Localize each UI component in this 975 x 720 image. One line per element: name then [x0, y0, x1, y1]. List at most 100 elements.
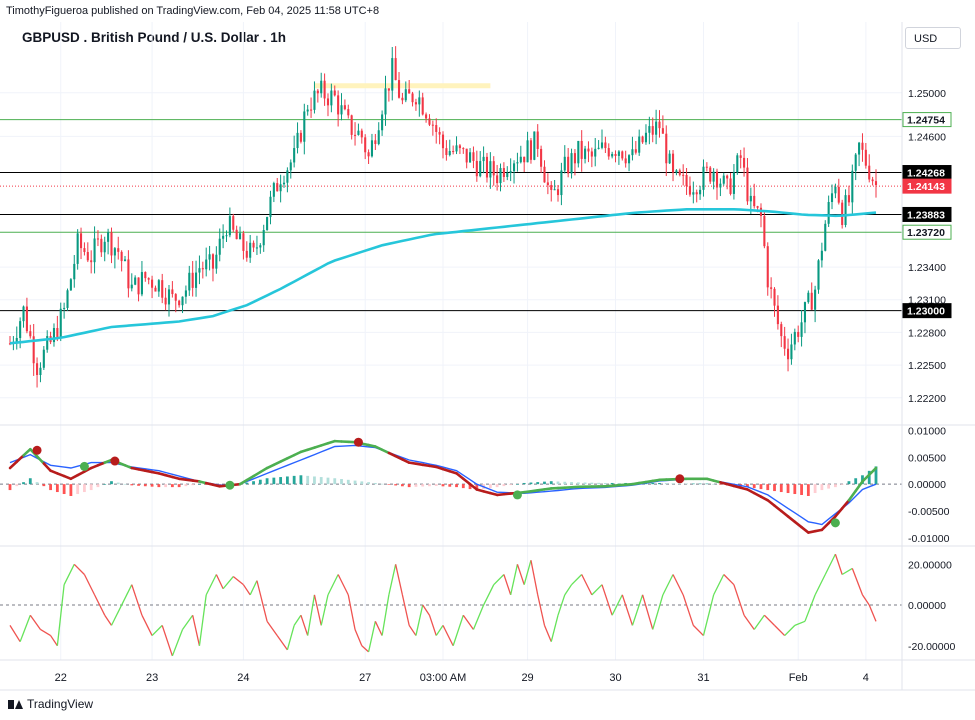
candle-body — [25, 306, 28, 332]
macd-histogram-bar — [414, 484, 418, 487]
candle-body — [797, 331, 800, 337]
osc-line-segment — [9, 625, 21, 643]
osc-line-segment — [868, 604, 877, 622]
x-tick-label: 03:00 AM — [420, 672, 466, 684]
candle-body — [313, 90, 316, 110]
level-labels: 1.250001.246001.234001.231001.228001.225… — [902, 88, 955, 653]
candle-body — [130, 284, 133, 289]
osc-line-segment — [327, 574, 339, 596]
candle-body — [441, 134, 445, 149]
osc-line-segment — [537, 594, 546, 626]
osc-line-segment — [841, 567, 853, 576]
price-tick-label: 1.24600 — [908, 131, 946, 143]
osc-line-segment — [415, 604, 424, 636]
osc-line-segment — [249, 580, 258, 596]
x-tick-label: Feb — [789, 672, 808, 684]
macd-histogram-bar — [55, 484, 59, 493]
osc-line-segment — [354, 629, 363, 646]
osc-line-segment — [151, 624, 163, 637]
osc-line-segment — [313, 594, 322, 626]
candle-body — [171, 289, 174, 295]
osc-line-segment — [814, 574, 826, 596]
candle-body — [780, 324, 783, 337]
osc-line-segment — [510, 564, 519, 595]
candle-body — [381, 114, 384, 131]
osc-line-segment — [110, 604, 123, 626]
macd-line-segment — [847, 489, 858, 502]
osc-line-segment — [161, 625, 173, 657]
candle-body — [266, 217, 269, 231]
macd-line-segment — [35, 455, 46, 465]
candle-body — [140, 272, 143, 295]
macd-histogram-bar — [28, 478, 32, 485]
macd-histogram-bar — [698, 483, 702, 485]
macd-histogram-bar — [252, 481, 255, 485]
candle-body — [546, 182, 549, 186]
candle-body — [384, 88, 387, 115]
candle-body — [32, 336, 35, 364]
currency-button[interactable]: USD — [905, 27, 961, 49]
candle-body — [286, 170, 289, 183]
macd-histogram-bar — [69, 484, 73, 496]
osc-line-segment — [581, 574, 593, 596]
candle-body — [357, 130, 360, 135]
osc-line-segment — [662, 574, 674, 596]
candle-body — [783, 336, 786, 349]
osc-line-segment — [367, 621, 376, 652]
macd-histogram-bar — [62, 484, 66, 495]
macd-line-segment — [867, 466, 878, 477]
macd-histogram-bar — [258, 479, 262, 485]
macd-histogram-bar — [353, 480, 357, 485]
macd-histogram-bar — [333, 478, 337, 485]
candle-body — [678, 170, 681, 175]
macd-histogram-bar — [340, 479, 343, 485]
candle-body — [638, 136, 641, 153]
x-tick-labels: 22 23 24 27 03:00 AM 29 30 31 Feb 4 — [55, 672, 869, 684]
macd-histogram-bar — [434, 484, 438, 486]
candle-body — [509, 171, 512, 173]
oscillator-panel — [0, 553, 902, 657]
candle-body — [621, 151, 624, 159]
candle-body — [370, 140, 374, 157]
macd-line-segment — [468, 482, 479, 491]
symbol-title[interactable]: GBPUSD . British Pound / U.S. Dollar . 1… — [22, 30, 287, 45]
candle-body — [719, 183, 722, 188]
macd-cross-marker — [512, 490, 522, 500]
macd-line-segment — [820, 521, 830, 532]
candle-body — [110, 232, 113, 256]
candle-body — [841, 202, 844, 225]
osc-line-segment — [571, 574, 583, 586]
macd-histogram-bar — [184, 484, 188, 487]
x-tick-label: 24 — [237, 672, 249, 684]
candle-body — [289, 162, 292, 171]
candle-body — [644, 132, 648, 143]
footer-brand[interactable]: TradingView — [8, 697, 93, 711]
candle-body — [715, 171, 719, 188]
candle-body — [282, 182, 286, 185]
osc-line-segment — [804, 594, 816, 622]
candle-body — [245, 250, 248, 258]
macd-histogram-bar — [522, 482, 526, 485]
macd-histogram-bar — [488, 484, 492, 489]
candle-body — [404, 89, 407, 101]
candle-body — [333, 90, 336, 96]
macd-histogram-bar — [96, 484, 100, 488]
candle-body — [770, 287, 773, 289]
osc-line-segment — [621, 594, 634, 626]
candle-body — [337, 95, 340, 115]
osc-line-segment — [215, 574, 224, 590]
candle-body — [726, 175, 729, 179]
macd-histogram-bar — [570, 482, 573, 485]
osc-line-segment — [408, 625, 417, 636]
price-tick-label: 1.22200 — [908, 393, 946, 405]
candle-body — [326, 98, 330, 106]
macd-line-segment — [861, 473, 871, 483]
candle-body — [861, 142, 864, 150]
macd-histogram-bar — [313, 476, 316, 485]
candle-body — [668, 153, 671, 164]
macd-histogram-bar — [110, 481, 113, 485]
candle-body — [279, 184, 282, 192]
macd-line-segment — [800, 525, 810, 534]
candle-body — [83, 248, 86, 253]
